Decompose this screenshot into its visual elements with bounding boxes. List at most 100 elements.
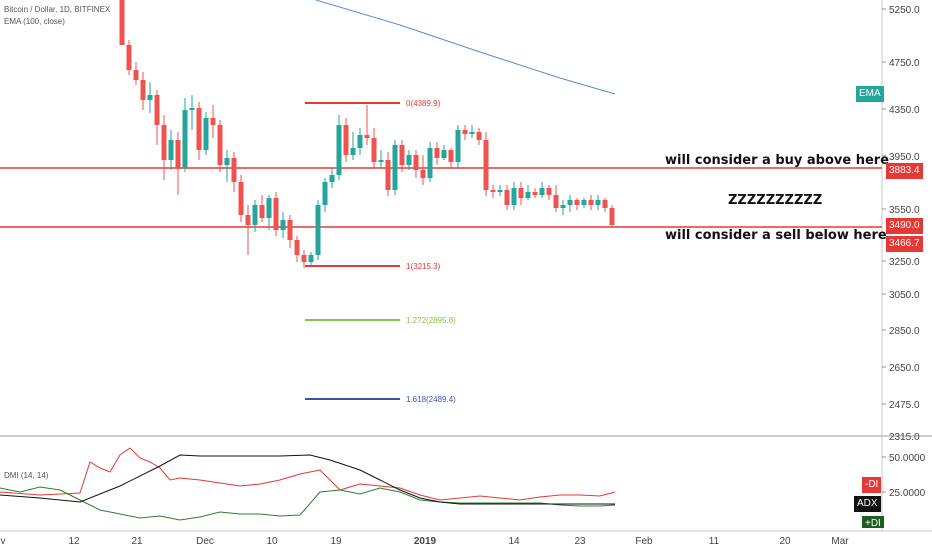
candle-body [301, 255, 307, 262]
candle-body [378, 160, 384, 162]
price-tick-label: 2475.0 [889, 400, 920, 411]
fib-label-1: 1(3215.3) [406, 262, 441, 271]
candle-body [518, 188, 524, 198]
price-tick-label: 3950.0 [889, 152, 920, 163]
candle-body [224, 158, 230, 165]
candle-body [567, 200, 573, 205]
candle-body [406, 155, 412, 165]
time-tick-label: 23 [574, 536, 586, 547]
candle-body [385, 160, 391, 190]
candle-body [196, 108, 202, 150]
time-tick-label: Dec [196, 536, 214, 547]
candle-body [147, 95, 153, 100]
fib-label-0: 0(4389.9) [406, 99, 441, 108]
ema-header: EMA (100, close) [4, 17, 65, 26]
candle-body [217, 125, 223, 165]
candle-body [574, 200, 580, 205]
candle-body [476, 132, 482, 140]
candle-body [266, 198, 272, 218]
fib-label-2: 1.272(2895.8) [406, 316, 456, 325]
minus-di-badge: -DI [862, 477, 882, 493]
time-tick-label: 21 [131, 536, 143, 547]
candle-body [203, 118, 209, 150]
price-badge-sell: 3466.7 [886, 236, 923, 252]
candle-body [588, 200, 594, 205]
candle-body [420, 170, 426, 178]
candle-body [427, 148, 433, 178]
candle-body [560, 205, 566, 208]
candle-body [315, 205, 321, 255]
dmi-tick-label: 25.0000 [889, 488, 926, 499]
time-tick-label: 14 [508, 536, 520, 547]
ema-badge: EMA [856, 86, 884, 102]
candle-body [448, 150, 454, 162]
candle-body [238, 182, 244, 215]
price-tick-label: 3050.0 [889, 290, 920, 301]
candle-body [140, 80, 146, 100]
price-tick-label: 2315.0 [889, 432, 920, 443]
candle-body [490, 190, 496, 192]
candle-body [322, 182, 328, 205]
price-tick-label: 5250.0 [889, 5, 920, 16]
time-tick-label: 2019 [414, 536, 437, 547]
price-tick-label: 4350.0 [889, 105, 920, 116]
minus-di-line [0, 447, 616, 501]
candle-body [161, 125, 167, 160]
candle-body [539, 188, 545, 195]
time-tick-label: 12 [68, 536, 80, 547]
zzz-annotation: ZZZZZZZZZZ [728, 193, 823, 208]
candle-body [469, 132, 475, 134]
dmi-header: DMI (14, 14) [4, 471, 49, 480]
buy-annotation: will consider a buy above here [665, 153, 890, 168]
candle-body [280, 220, 286, 230]
adx-badge: ADX [854, 496, 881, 512]
price-tick-label: 4750.0 [889, 58, 920, 69]
dmi-tick-label: 50.0000 [889, 453, 926, 464]
candle-body [329, 175, 335, 182]
candle-body [364, 135, 370, 138]
candle-body [546, 188, 552, 195]
candle-body [126, 45, 132, 70]
symbol-header: Bitcoin / Dollar, 1D, BITFINEX [4, 5, 111, 14]
candle-body [189, 108, 195, 110]
time-tick-label: Feb [635, 536, 653, 547]
candle-body [525, 192, 531, 198]
candle-body [413, 155, 419, 170]
adx-line [0, 454, 615, 505]
candles-group [119, 0, 615, 268]
candle-body [595, 200, 601, 205]
candle-body [399, 145, 405, 165]
candle-body [497, 190, 503, 192]
time-tick-label: v [1, 536, 6, 547]
candle-body [210, 118, 216, 125]
price-tick-label: 3550.0 [889, 205, 920, 216]
price-badge-last: 3490.0 [886, 218, 923, 234]
candle-body [350, 148, 356, 155]
time-tick-label: 11 [709, 536, 720, 547]
candle-body [483, 140, 489, 190]
candle-body [154, 95, 160, 125]
price-tick-label: 2650.0 [889, 363, 920, 374]
candle-body [581, 200, 587, 205]
candle-body [441, 150, 447, 158]
plus-di-badge: +DI [862, 516, 884, 528]
candle-body [602, 200, 608, 208]
candle-body [504, 190, 510, 205]
candle-body [392, 145, 398, 190]
candle-body [133, 70, 139, 80]
candle-body [231, 158, 237, 182]
candle-body [287, 220, 293, 240]
ema-line [315, 0, 616, 95]
candle-body [462, 130, 468, 134]
candle-body [259, 205, 265, 218]
candle-body [168, 140, 174, 160]
price-tick-label: 3250.0 [889, 257, 920, 268]
candle-body [434, 148, 440, 158]
candle-body [532, 192, 538, 195]
candle-body [273, 198, 279, 230]
candle-body [371, 138, 377, 162]
candle-body [308, 255, 314, 262]
candle-body [553, 195, 559, 208]
candle-body [252, 205, 258, 225]
